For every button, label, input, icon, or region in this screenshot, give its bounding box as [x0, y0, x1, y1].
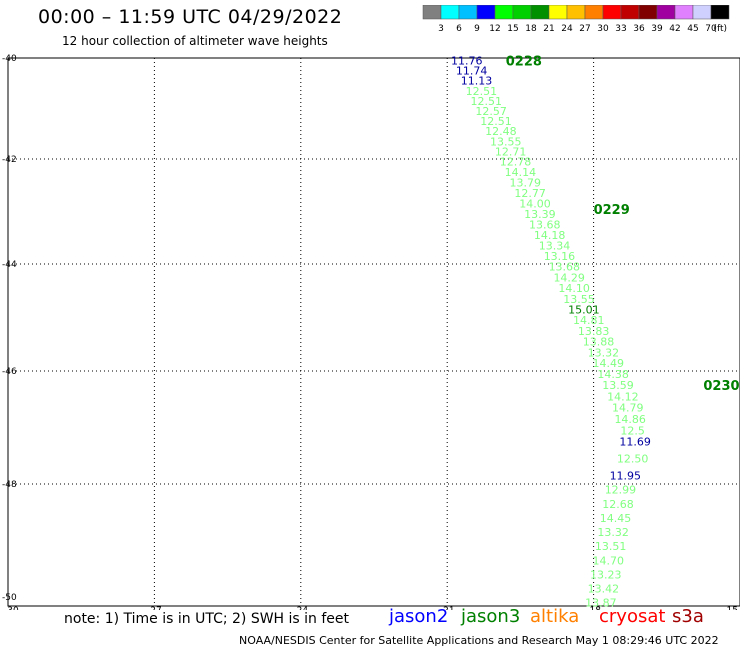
lat-tick-label: -50	[2, 593, 17, 603]
wave-height-label: 13.59	[602, 379, 634, 392]
lon-tick-label: -21	[440, 606, 455, 610]
lat-tick-label: -42	[2, 155, 17, 165]
legend-label: 12	[489, 24, 500, 34]
wave-height-label: 14.38	[597, 368, 629, 381]
wave-height-label: 12.99	[605, 484, 637, 497]
wave-height-label: 12.5	[620, 424, 645, 437]
wave-height-label: 13.88	[583, 336, 615, 349]
wave-height-label: 13.16	[544, 250, 576, 263]
wave-height-label: 12.50	[617, 453, 649, 466]
satellite-label-jason3: jason3	[461, 606, 521, 627]
legend-label: 45	[687, 24, 698, 34]
map-frame	[7, 57, 740, 607]
wave-height-label: 12.48	[485, 125, 517, 138]
wave-height-label: 12.68	[602, 498, 634, 511]
wave-height-label: 13.68	[549, 261, 581, 274]
wave-height-label: 14.00	[519, 198, 551, 211]
wave-height-label: 14.14	[505, 166, 537, 179]
wave-height-label: 13.83	[578, 325, 610, 338]
legend-label: 6	[456, 24, 462, 34]
satellite-label-altika: altika	[530, 606, 580, 627]
satellite-label-s3a: s3a	[672, 606, 704, 627]
wave-height-label: 12.51	[466, 85, 498, 98]
wave-height-label: 11.13	[461, 75, 493, 88]
wave-height-label: 13.32	[588, 346, 620, 359]
wave-height-label: 13.68	[529, 219, 561, 232]
map-grid	[8, 58, 740, 606]
lon-tick-label: -30	[4, 606, 19, 610]
wave-height-label: 11.76	[451, 55, 483, 68]
credit-line: NOAA/NESDIS Center for Satellite Applica…	[239, 634, 719, 647]
legend-label: 15	[507, 24, 518, 34]
satellite-label-cryosat: cryosat	[599, 606, 666, 627]
lat-tick-label: -46	[2, 367, 17, 377]
time-stamp-label: 0228	[506, 55, 542, 70]
wave-height-label: 11.74	[456, 65, 488, 78]
wave-height-label: 13.32	[597, 526, 629, 539]
lat-tick-label: -48	[2, 480, 17, 490]
wave-height-label: 14.29	[553, 271, 585, 284]
lat-tick-label: -40	[2, 54, 17, 64]
axis-ticks: -30 -27 -24 -21 -18 -15 -40 -42 -44 -46 -48 -50	[2, 54, 738, 610]
legend-label: 18	[525, 24, 537, 34]
wave-height-label: 13.39	[524, 208, 556, 221]
page-subtitle: 12 hour collection of altimeter wave hei…	[62, 34, 328, 48]
legend-label: 39	[651, 24, 663, 34]
wave-height-label: 13.51	[595, 540, 627, 553]
wave-height-label: 13.23	[590, 568, 622, 581]
wave-height-label: 11.69	[619, 436, 651, 449]
wave-height-label: 12.78	[500, 156, 532, 169]
legend-swatch	[710, 5, 730, 20]
lat-tick-label: -44	[2, 260, 17, 270]
lon-tick-label: -15	[723, 606, 738, 610]
wave-height-label: 15.01	[568, 303, 600, 316]
color-legend: 3 6 9 12 15 18 21 24 27 30 33 36 39 42 45 70(ft)	[422, 5, 730, 34]
time-stamp-label: 0230	[703, 379, 739, 394]
wave-height-label: 12.57	[475, 105, 507, 118]
wave-height-label: 13.42	[588, 583, 620, 596]
wave-height-label: 14.70	[592, 554, 624, 567]
wave-height-label: 11.95	[610, 470, 642, 483]
page-title: 00:00 – 11:59 UTC 04/29/2022	[38, 6, 343, 28]
lon-tick-label: -18	[586, 606, 601, 610]
wave-height-label: 14.79	[612, 402, 644, 415]
legend-unit: (ft)	[713, 24, 727, 34]
observation-labels: 11.7611.7411.1312.5112.5112.5712.5112.48…	[451, 55, 651, 610]
wave-height-label: 14.86	[614, 413, 646, 426]
legend-label: 9	[474, 24, 480, 34]
wave-height-label: 12.77	[514, 187, 546, 200]
wave-height-label: 14.49	[592, 357, 624, 370]
wave-height-label: 13.79	[510, 177, 542, 190]
wave-height-label: 14.10	[558, 282, 590, 295]
legend-label: 21	[543, 24, 554, 34]
satellite-label-jason2: jason2	[389, 606, 449, 627]
legend-label: 24	[561, 24, 573, 34]
lon-tick-label: -27	[147, 606, 162, 610]
wave-height-label: 13.55	[563, 293, 595, 306]
legend-label: 30	[597, 24, 609, 34]
wave-height-label: 12.71	[495, 145, 527, 158]
wave-height-label: 14.12	[607, 390, 639, 403]
legend-label: 33	[615, 24, 626, 34]
legend-label: 3	[438, 24, 444, 34]
legend-label: 70	[705, 24, 717, 34]
wave-height-label: 12.51	[470, 95, 502, 108]
legend-label: 36	[633, 24, 645, 34]
wave-height-label: 13.34	[539, 240, 571, 253]
wave-height-label: 14.81	[573, 314, 605, 327]
wave-height-map: -30 -27 -24 -21 -18 -15 -40 -42 -44 -46 -48 -50 11.…	[2, 54, 740, 610]
wave-height-label: 12.51	[480, 115, 512, 128]
legend-label: 42	[669, 24, 680, 34]
time-stamp-label: 0229	[594, 203, 630, 218]
lon-tick-label: -24	[293, 606, 308, 610]
wave-height-label: 14.18	[534, 229, 566, 242]
legend-label: 27	[579, 24, 590, 34]
footer-note: note: 1) Time is in UTC; 2) SWH is in fe…	[64, 611, 350, 627]
time-stamps: 0228022902300549	[506, 55, 740, 395]
wave-height-label: 14.45	[600, 512, 632, 525]
wave-height-label: 13.87	[585, 597, 617, 610]
wave-height-label: 13.55	[490, 135, 522, 148]
